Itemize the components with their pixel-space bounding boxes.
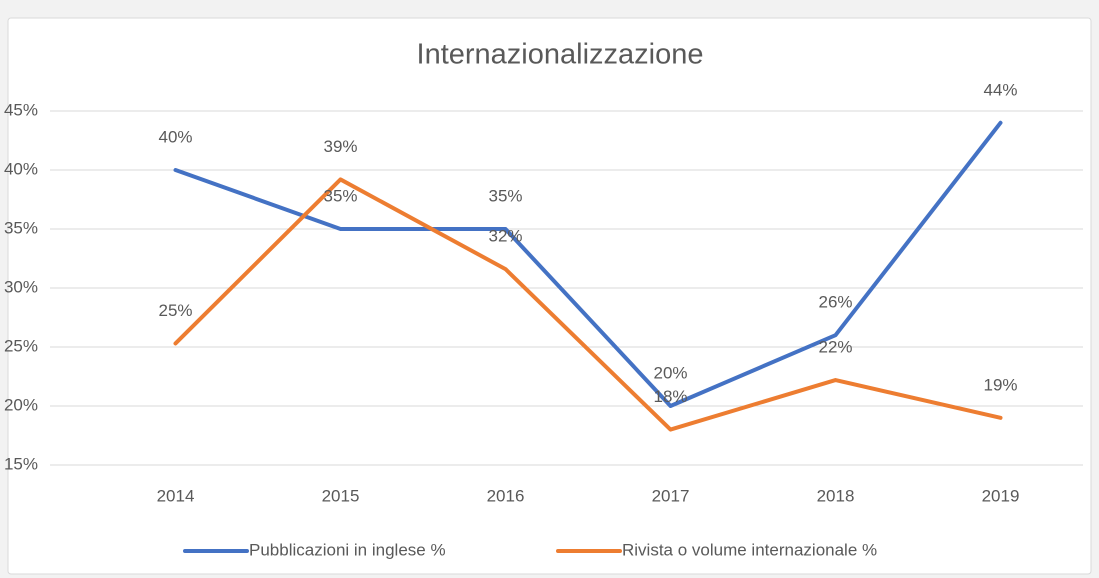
y-tick-label: 25% — [4, 336, 38, 355]
series-line — [173, 177, 1003, 432]
data-label: 25% — [158, 301, 192, 320]
legend-label: Pubblicazioni in inglese % — [249, 540, 446, 559]
x-tick-label: 2014 — [157, 486, 195, 505]
y-tick-label: 45% — [4, 100, 38, 119]
x-tick-label: 2015 — [322, 486, 360, 505]
x-tick-label: 2017 — [652, 486, 690, 505]
data-label: 22% — [818, 338, 852, 357]
x-tick-label: 2016 — [487, 486, 525, 505]
data-label: 35% — [488, 186, 522, 205]
y-tick-label: 15% — [4, 454, 38, 473]
data-label: 20% — [653, 363, 687, 382]
data-label: 32% — [488, 227, 522, 246]
data-label: 19% — [983, 375, 1017, 394]
data-label: 39% — [323, 137, 357, 156]
x-tick-label: 2018 — [817, 486, 855, 505]
y-tick-label: 20% — [4, 395, 38, 414]
y-tick-label: 40% — [4, 159, 38, 178]
data-label: 26% — [818, 293, 852, 312]
data-label: 35% — [323, 186, 357, 205]
series-line — [173, 120, 1003, 408]
chart-title: Internazionalizzazione — [417, 39, 704, 71]
x-tick-label: 2019 — [982, 486, 1020, 505]
data-label: 18% — [653, 387, 687, 406]
y-tick-label: 30% — [4, 277, 38, 296]
data-label: 44% — [983, 80, 1017, 99]
y-tick-label: 35% — [4, 218, 38, 237]
data-label: 40% — [158, 127, 192, 146]
chart-frame — [7, 17, 1092, 575]
legend-label: Rivista o volume internazionale % — [622, 540, 877, 559]
